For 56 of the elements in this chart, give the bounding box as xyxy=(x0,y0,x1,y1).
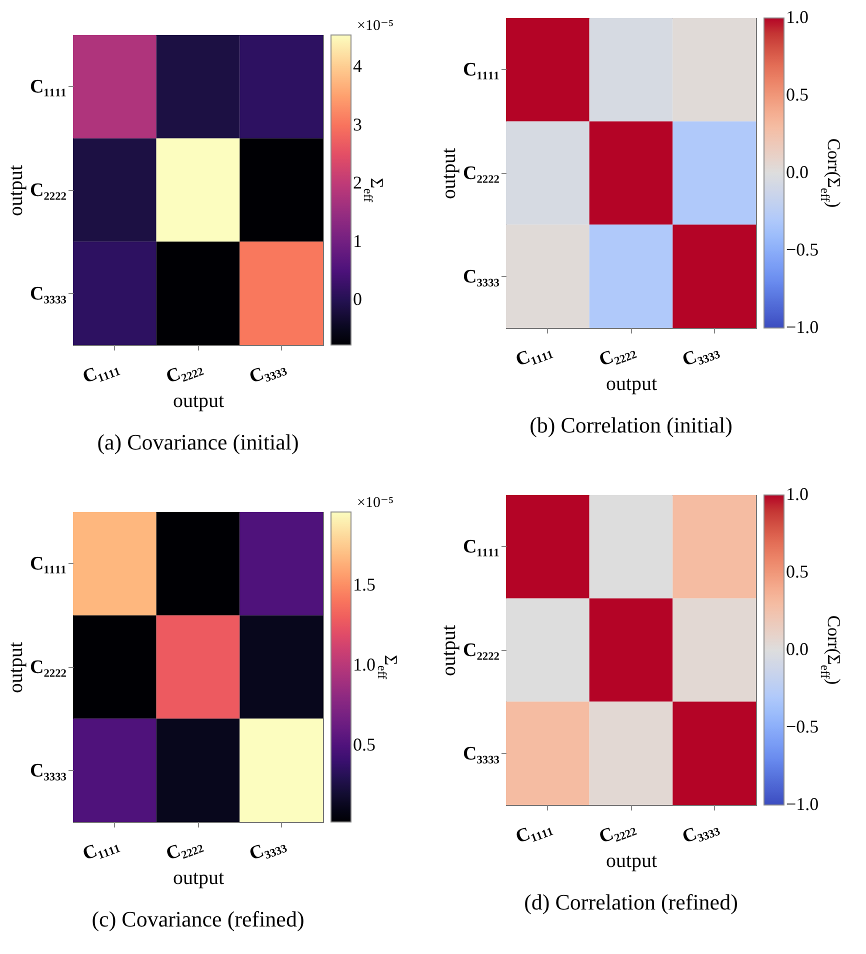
y-tick-label: C₂₂₂₂ xyxy=(30,180,67,201)
color-bar-label: 0.0 xyxy=(786,162,808,182)
x-tick-label: C₃₃₃₃ xyxy=(680,338,722,371)
y-tick-label: C₁₁₁₁ xyxy=(462,536,500,558)
x-tick-label: C₁₁₁₁ xyxy=(513,816,555,848)
x-axis-title: output xyxy=(606,372,658,395)
text: (b) Correlation (initial) xyxy=(530,412,732,438)
y-axis-title: output xyxy=(4,164,27,216)
y-tick-label: C₁₁₁₁ xyxy=(30,554,66,575)
x-tick-label: C₂₂₂₂ xyxy=(163,832,206,865)
y-tick-label: C₁₁₁₁ xyxy=(30,76,66,98)
text: ×10⁻⁵ xyxy=(357,18,394,34)
color-bar-label: 1.0 xyxy=(353,654,376,674)
x-tick-label: C₂₂₂₂ xyxy=(596,338,638,371)
y-tick-label: C₂₂₂₂ xyxy=(30,657,67,678)
y-tick-label: C₃₃₃₃ xyxy=(462,266,500,288)
y-tick-label: C₂₂₂₂ xyxy=(462,640,500,661)
x-tick-label: C₁₁₁₁ xyxy=(80,356,122,388)
color-bar-label: 1 xyxy=(353,230,362,251)
y-axis-title: output xyxy=(438,624,460,676)
y-axis-title: output xyxy=(438,148,460,200)
x-tick-label: C₁₁₁₁ xyxy=(513,338,555,371)
x-tick-label: C₃₃₃₃ xyxy=(246,355,288,388)
text: (d) Correlation (refined) xyxy=(524,889,738,914)
color-bar-label: 0.5 xyxy=(786,84,808,104)
color-bar-label: −0.5 xyxy=(786,240,819,260)
x-tick-label: C₂₂₂₂ xyxy=(596,815,638,848)
color-bar-label: 4 xyxy=(353,56,362,76)
x-tick-label: C₃₃₃₃ xyxy=(246,832,288,865)
text: (a) Covariance (initial) xyxy=(97,429,299,454)
color-bar-label: 0.5 xyxy=(786,562,808,582)
color-bar-label: −0.5 xyxy=(786,716,819,736)
y-axis-title: output xyxy=(4,642,27,694)
x-tick-label: C₁₁₁₁ xyxy=(80,832,122,865)
text: (c) Covariance (refined) xyxy=(92,906,304,932)
text: ×10⁻⁵ xyxy=(357,495,394,511)
x-tick-label: C₂₂₂₂ xyxy=(163,355,206,388)
y-tick-label: C₃₃₃₃ xyxy=(30,283,67,304)
color-bar-label: 0.5 xyxy=(353,734,376,754)
x-axis-title: output xyxy=(172,390,224,412)
color-bar-label: 3 xyxy=(353,114,362,134)
x-axis-title: output xyxy=(606,850,658,872)
y-tick-label: C₃₃₃₃ xyxy=(30,760,67,782)
color-bar-label: 0 xyxy=(353,289,362,310)
color-bar-label: 1.0 xyxy=(786,7,808,27)
color-bar-label: 2 xyxy=(353,172,362,193)
color-bar-label: −1.0 xyxy=(786,317,819,337)
x-axis-title: output xyxy=(172,866,224,889)
x-tick-label: C₃₃₃₃ xyxy=(680,815,722,848)
y-tick-label: C₂₂₂₂ xyxy=(462,163,500,184)
color-bar-label: 0.0 xyxy=(786,639,808,659)
color-bar-label: 1.5 xyxy=(353,574,376,595)
color-bar-label: −1.0 xyxy=(786,794,819,814)
y-tick-label: C₁₁₁₁ xyxy=(462,60,500,81)
color-bar-label: 1.0 xyxy=(786,484,808,504)
y-tick-label: C₃₃₃₃ xyxy=(462,743,500,764)
